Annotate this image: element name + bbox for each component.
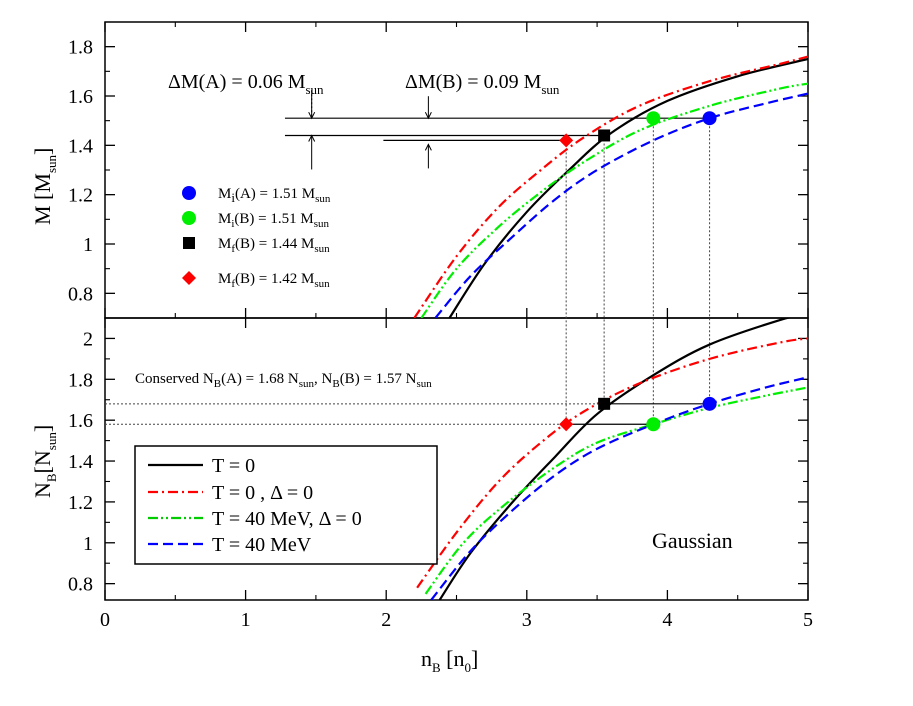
bottom-series-line <box>416 337 808 589</box>
bottom-curves <box>416 318 808 600</box>
top-diamond-marker <box>559 133 574 148</box>
x-tick-label: 0 <box>100 609 110 631</box>
top-curves <box>413 55 808 318</box>
top-y-tick-label: 1.4 <box>68 135 93 157</box>
delta-m-b-annotation: ΔM(B) = 0.09 Msun <box>405 71 560 97</box>
top-y-tick-label: 1.6 <box>68 86 93 108</box>
x-tick-label: 1 <box>241 609 251 631</box>
legend-text-mi-b: Mi(B) = 1.51 Msun <box>218 211 329 230</box>
legend-marker-mf-b-square <box>183 237 195 249</box>
conserved-annotation: Conserved NB(A) = 1.68 Nsun, NB(B) = 1.5… <box>135 371 432 390</box>
top-square-marker <box>598 129 611 142</box>
legend-text-mf-b-2: Mf(B) = 1.42 Msun <box>218 271 330 290</box>
top-y-tick-label: 1.2 <box>68 185 93 207</box>
top-circle-marker <box>702 111 717 126</box>
bottom-y-tick-label: 1 <box>83 533 93 555</box>
x-tick-label: 5 <box>803 609 813 631</box>
axes-layer: 0 1 2 3 4 5 0.8 1 1.2 1.4 1.6 1.8 0.8 1 1.2 1.4 1.6 1.8 2 <box>68 22 813 631</box>
delta-a-arrow-down-head <box>308 111 316 120</box>
legend-marker-mi-a <box>182 186 196 200</box>
x-tick-label: 4 <box>662 609 672 631</box>
legend-text-mf-b-1: Mf(B) = 1.44 Msun <box>218 236 330 255</box>
bottom-series-line <box>438 318 792 600</box>
bottom-y-tick-label: 2 <box>83 328 93 350</box>
bottom-circle-marker <box>702 396 717 411</box>
bottom-y-tick-label: 1.4 <box>68 451 93 473</box>
x-tick-label: 2 <box>381 609 391 631</box>
gaussian-label: Gaussian <box>652 528 733 553</box>
delta-b-arrow-up-head <box>424 143 432 151</box>
legend-marker-mi-b <box>182 211 196 225</box>
legend-label-t0-delta0: T = 0 , Δ = 0 <box>212 482 313 504</box>
delta-b-arrow-down-head <box>424 111 432 120</box>
x-tick-label: 3 <box>522 609 532 631</box>
bottom-circle-marker <box>646 417 661 432</box>
bottom-diamond-marker <box>559 417 574 432</box>
legend-text-mi-a: Mi(A) = 1.51 Msun <box>218 186 331 205</box>
bottom-y-tick-label: 1.8 <box>68 369 93 391</box>
delta-a-arrow-up-head <box>308 134 316 142</box>
delta-m-a-annotation: ΔM(A) = 0.06 Msun <box>168 71 324 97</box>
bottom-series-line <box>430 376 808 600</box>
x-axis-label: nB [n0] <box>421 646 478 675</box>
top-series-line <box>448 57 808 318</box>
top-y-tick-label: 1 <box>83 234 93 256</box>
top-series-line <box>420 82 808 318</box>
guide-layer <box>105 90 711 425</box>
marker-legend: Mi(A) = 1.51 Msun Mi(B) = 1.51 Msun Mf(B… <box>182 186 331 290</box>
top-circle-marker <box>646 111 661 126</box>
legend-marker-mf-b-diamond <box>182 271 196 285</box>
bottom-y-axis-label: NB[Nsun] <box>30 425 59 498</box>
top-series-line <box>434 92 808 318</box>
legend-label-t40: T = 40 MeV <box>212 534 312 556</box>
top-plot-frame <box>104 21 809 319</box>
bottom-y-tick-label: 1.6 <box>68 410 93 432</box>
legend-label-t0: T = 0 <box>212 455 255 477</box>
top-y-tick-label: 0.8 <box>68 283 93 305</box>
bottom-y-tick-label: 0.8 <box>68 574 93 596</box>
top-y-axis-label: M [Msun] <box>30 148 59 225</box>
top-y-tick-label: 1.8 <box>68 37 93 59</box>
line-legend: T = 0 T = 0 , Δ = 0 T = 40 MeV, Δ = 0 T … <box>134 445 438 565</box>
bottom-square-marker <box>598 397 611 410</box>
top-series-line <box>413 55 808 318</box>
markers-layer <box>559 111 717 432</box>
bottom-series-line <box>424 386 808 595</box>
bottom-y-tick-label: 1.2 <box>68 492 93 514</box>
legend-label-t40-delta0: T = 40 MeV, Δ = 0 <box>212 508 362 530</box>
